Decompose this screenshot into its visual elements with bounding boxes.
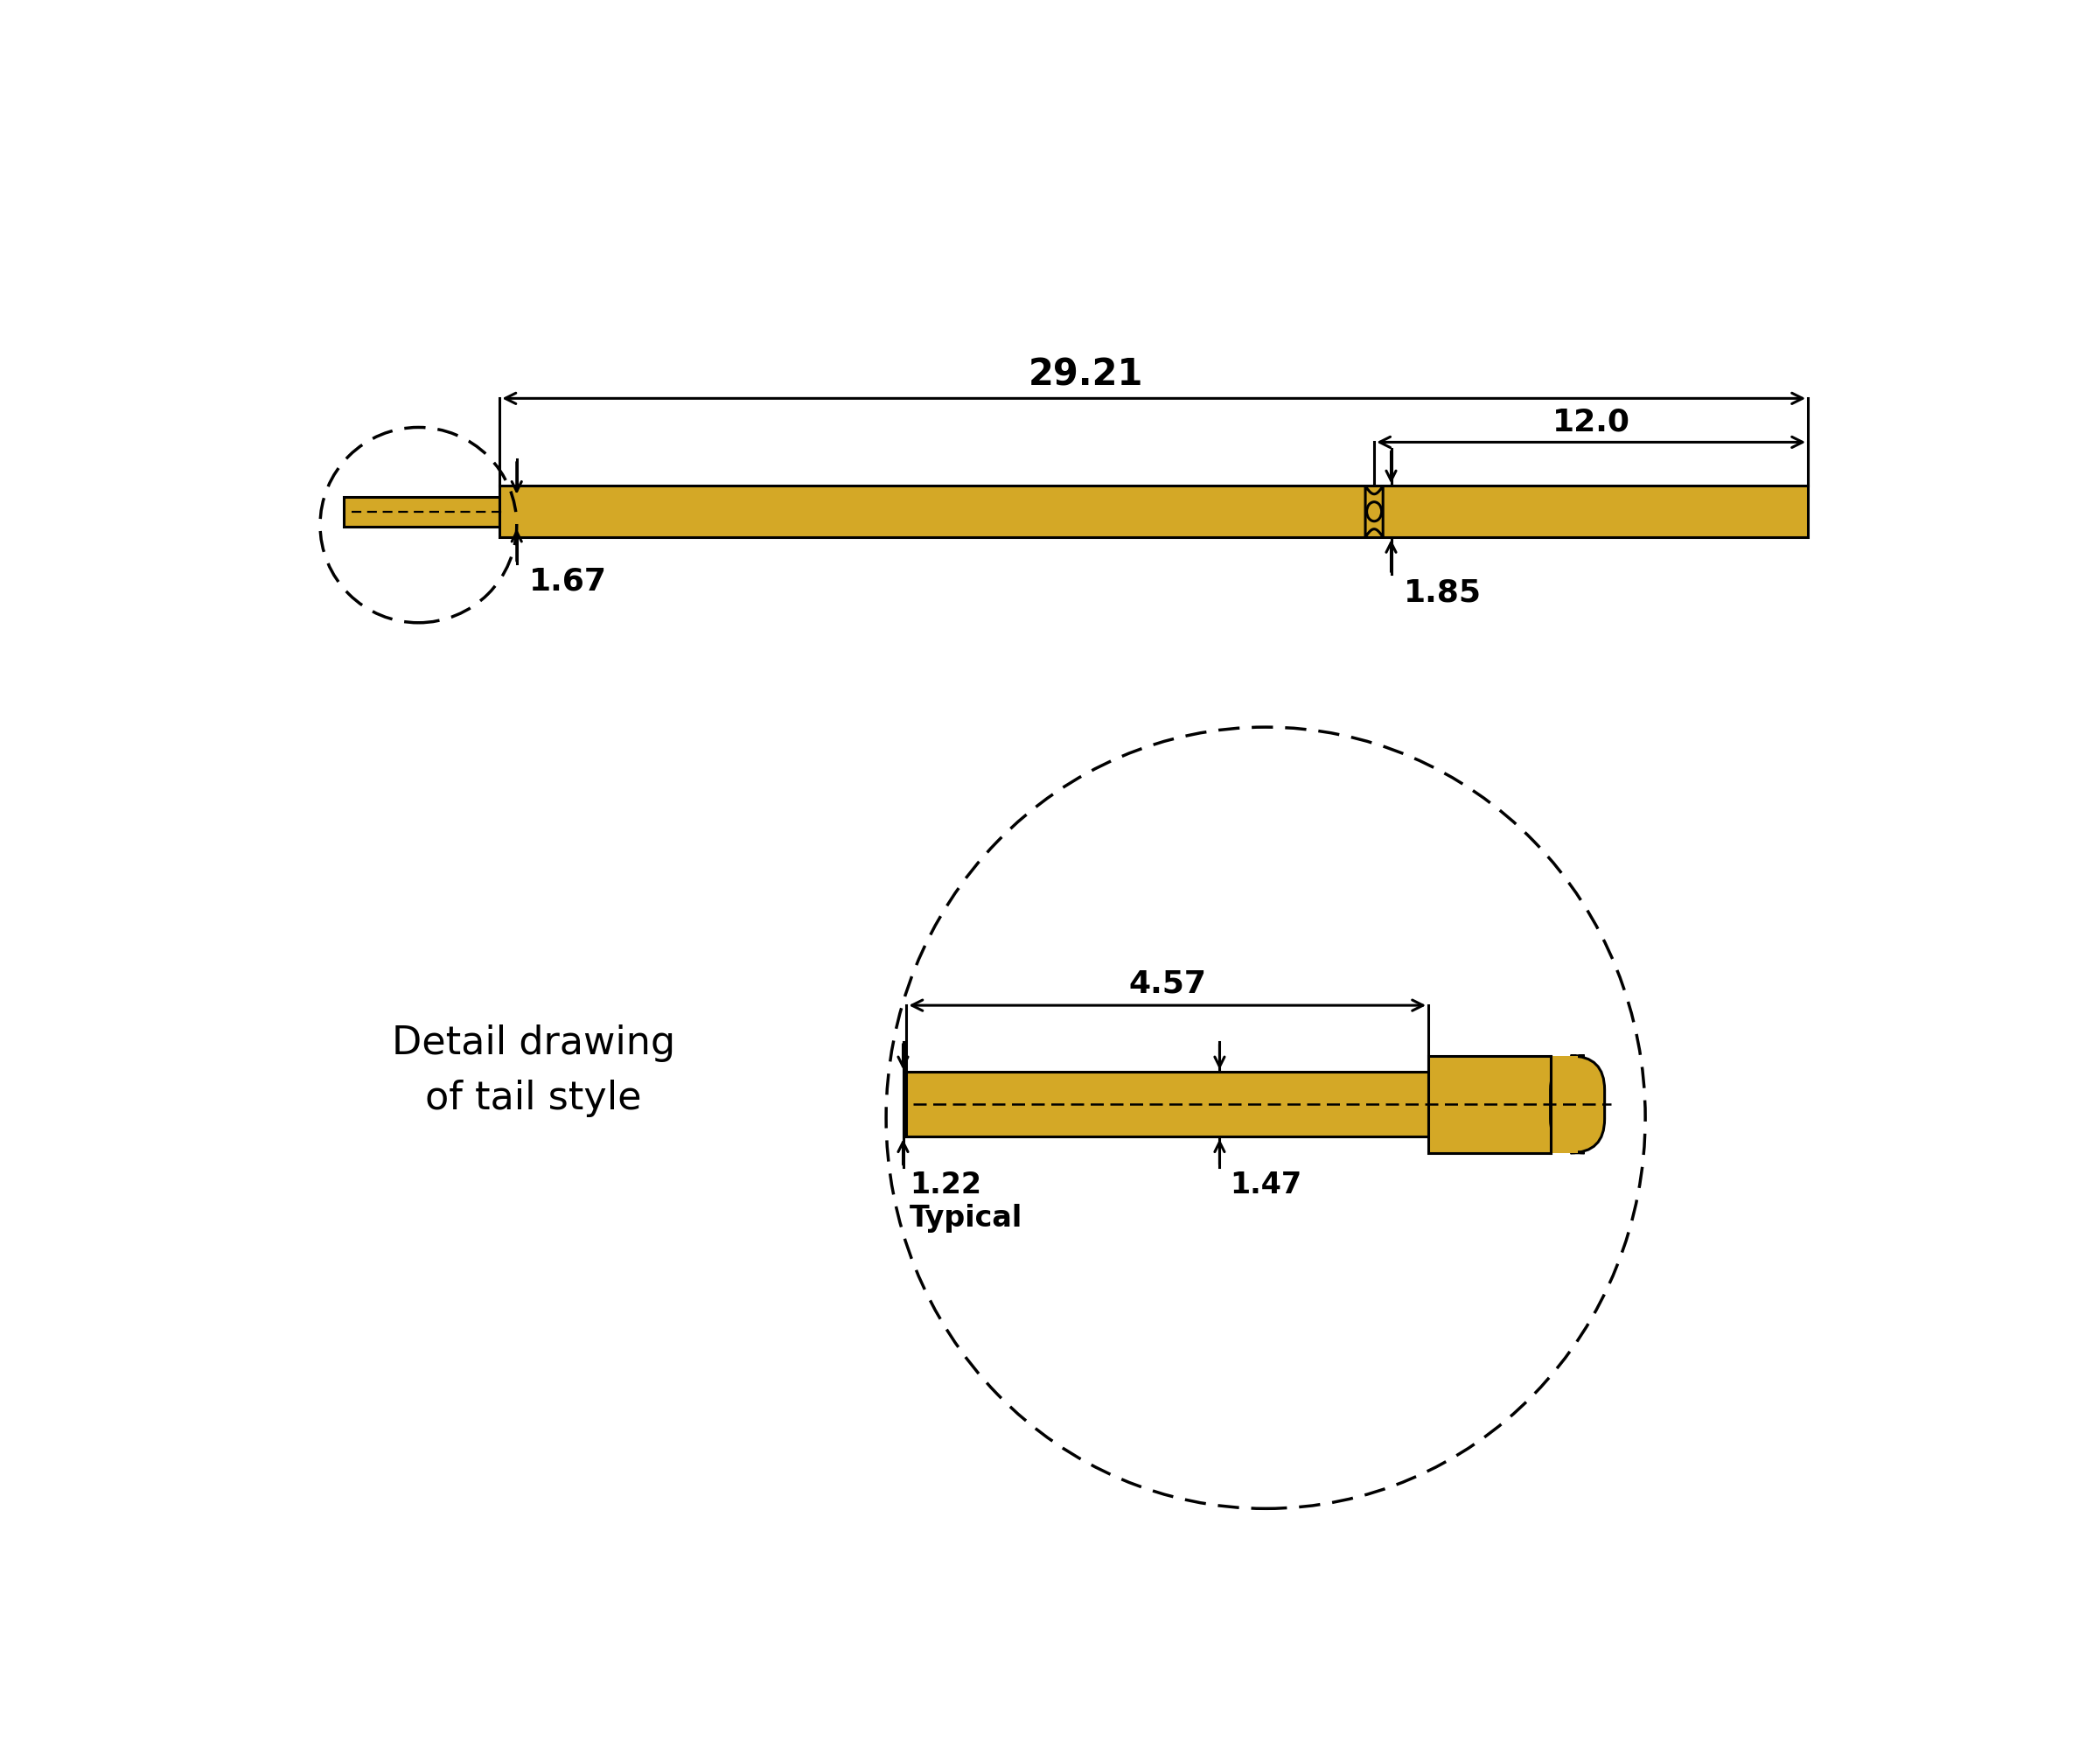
Bar [1428,1056,1550,1154]
Ellipse shape [1367,502,1382,521]
Bar [500,486,1808,537]
Text: Typical: Typical [909,1204,1023,1232]
Text: 1.85: 1.85 [1403,577,1480,607]
Text: 29.21: 29.21 [1029,357,1144,393]
Text: 1.22: 1.22 [909,1171,981,1199]
FancyBboxPatch shape [1550,1056,1604,1154]
Bar [1550,1056,1577,1154]
Text: 1.67: 1.67 [529,566,607,596]
Text: 12.0: 12.0 [1552,407,1630,437]
Bar [907,1072,1428,1136]
Bar [344,496,500,526]
Text: 1.47: 1.47 [1231,1171,1302,1199]
Text: 4.57: 4.57 [1128,968,1205,998]
Text: Detail drawing
of tail style: Detail drawing of tail style [393,1024,676,1117]
Polygon shape [1365,486,1384,537]
